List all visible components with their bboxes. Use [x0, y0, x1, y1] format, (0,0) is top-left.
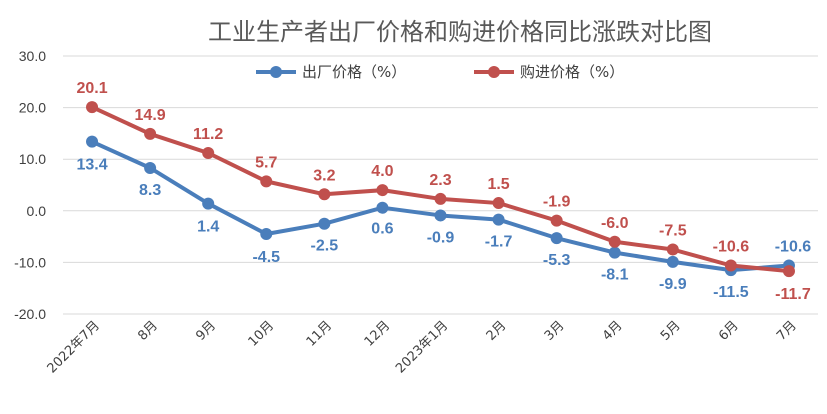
data-label-0-3: -4.5 [252, 249, 280, 266]
data-point-0-2 [202, 197, 215, 210]
x-tick-label: 6月 [716, 318, 742, 344]
x-tick-label: 4月 [600, 318, 626, 344]
data-point-1-0 [86, 101, 99, 114]
data-label-1-2: 11.2 [193, 126, 223, 143]
data-point-0-6 [434, 209, 447, 222]
data-label-0-1: 8.3 [139, 182, 161, 199]
x-axis: 2022年7月 8月 9月 10月 11月 12月 2023年1月 2月 3月 4月 5月 6月 7月 [45, 318, 800, 376]
data-point-0-5 [376, 201, 389, 214]
data-label-0-6: -0.9 [427, 229, 455, 246]
data-label-1-8: -1.9 [543, 194, 571, 211]
data-point-1-8 [550, 214, 563, 227]
data-label-1-9: -6.0 [601, 215, 629, 232]
data-point-0-9 [608, 246, 621, 259]
legend-marker-1 [488, 66, 500, 78]
x-tick-label: 5月 [658, 318, 684, 344]
data-point-0-4 [318, 217, 331, 230]
data-label-1-10: -7.5 [659, 223, 687, 240]
y-tick-label: -20.0 [14, 306, 46, 322]
x-tick-label: 8月 [135, 318, 161, 344]
data-point-1-4 [318, 188, 331, 201]
data-point-0-10 [666, 255, 679, 268]
data-label-0-7: -1.7 [485, 234, 513, 251]
x-tick-label: 2023年1月 [393, 318, 451, 376]
data-label-0-0: 13.4 [76, 157, 107, 174]
legend-marker-0 [270, 66, 282, 78]
data-label-0-5: 0.6 [371, 221, 393, 238]
series-layer [86, 101, 795, 278]
data-label-1-6: 2.3 [429, 172, 451, 189]
data-point-0-8 [550, 232, 563, 245]
data-label-0-11: -11.5 [713, 284, 749, 301]
data-point-1-6 [434, 192, 447, 205]
legend: 出厂价格（%） 购进价格（%） [256, 63, 624, 81]
x-tick-label: 2月 [484, 318, 510, 344]
x-tick-label: 2022年7月 [45, 318, 103, 376]
legend-item-series-1: 购进价格（%） [474, 63, 624, 81]
data-label-0-12: -10.6 [775, 238, 812, 255]
data-point-0-0 [86, 135, 99, 148]
x-tick-label: 7月 [774, 318, 800, 344]
data-label-1-11: -10.6 [713, 238, 750, 255]
y-tick-label: 30.0 [19, 48, 46, 64]
x-tick-label: 12月 [362, 318, 393, 349]
data-labels: 13.4 8.3 1.4 -4.5 -2.5 0.6 -0.9 -1.7 -5.3 -8.1 -9.… [76, 80, 811, 303]
data-point-1-9 [608, 235, 621, 248]
data-label-1-5: 4.0 [371, 163, 393, 180]
x-tick-label: 10月 [246, 318, 277, 349]
chart-title: 工业生产者出厂价格和购进价格同比涨跌对比图 [208, 18, 712, 46]
data-point-0-7 [492, 213, 505, 226]
data-label-1-7: 1.5 [487, 176, 509, 193]
y-tick-label: 10.0 [19, 151, 46, 167]
data-point-1-12 [782, 265, 795, 278]
y-tick-label: 20.0 [19, 100, 46, 116]
x-tick-label: 11月 [304, 318, 335, 349]
data-point-1-3 [260, 175, 273, 188]
data-label-0-4: -2.5 [311, 238, 339, 255]
data-label-1-0: 20.1 [76, 80, 107, 97]
x-tick-label: 3月 [542, 318, 568, 344]
y-axis: 30.0 20.0 10.0 0.0 -10.0 -20.0 [14, 48, 46, 322]
legend-label-1: 购进价格（%） [520, 63, 624, 81]
y-tick-label: 0.0 [27, 203, 47, 219]
data-point-1-1 [144, 127, 157, 140]
data-point-1-2 [202, 147, 215, 160]
data-label-1-1: 14.9 [135, 107, 166, 124]
data-point-0-1 [144, 161, 157, 174]
data-label-0-2: 1.4 [197, 219, 219, 236]
data-label-0-8: -5.3 [543, 252, 571, 269]
data-point-0-3 [260, 228, 273, 241]
data-label-1-3: 5.7 [255, 154, 277, 171]
data-label-0-9: -8.1 [601, 267, 629, 284]
data-label-1-4: 3.2 [313, 167, 335, 184]
data-point-1-11 [724, 259, 737, 272]
data-label-0-10: -9.9 [659, 276, 687, 293]
data-point-1-7 [492, 197, 505, 210]
data-point-1-10 [666, 243, 679, 256]
x-tick-label: 9月 [193, 318, 219, 344]
data-point-1-5 [376, 184, 389, 197]
gridlines [63, 55, 818, 315]
data-label-1-12: -11.7 [775, 286, 811, 303]
legend-item-series-0: 出厂价格（%） [256, 63, 406, 81]
y-tick-label: -10.0 [14, 254, 46, 270]
legend-label-0: 出厂价格（%） [302, 63, 406, 81]
